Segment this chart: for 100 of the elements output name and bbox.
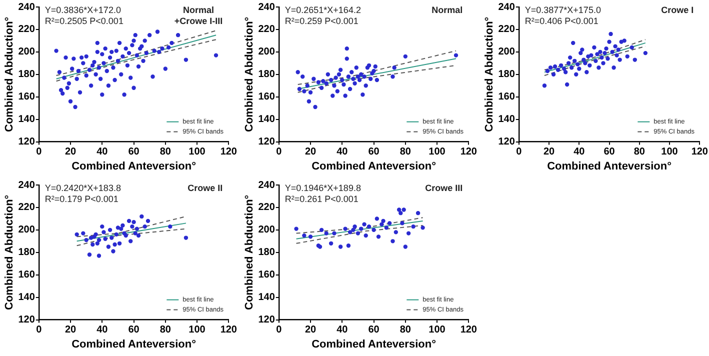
x-tick-label: 0 xyxy=(36,324,42,336)
point xyxy=(570,66,574,70)
annotation: R²=0.2505 P<0.001 xyxy=(44,16,124,26)
point xyxy=(556,68,560,72)
point xyxy=(313,104,318,110)
point xyxy=(400,221,404,226)
point xyxy=(87,252,92,257)
x-tick-label: 100 xyxy=(188,324,206,336)
point xyxy=(374,78,380,82)
y-tick-label: 220 xyxy=(18,24,36,36)
point xyxy=(574,72,578,76)
point xyxy=(551,72,556,76)
x-axis-title: Combined Anteversion° xyxy=(547,160,672,172)
point xyxy=(601,61,606,66)
point xyxy=(95,241,100,246)
point xyxy=(357,78,362,82)
x-axis-title: Combined Anteversion° xyxy=(312,338,436,350)
point xyxy=(108,228,112,232)
point xyxy=(302,233,306,238)
point xyxy=(336,72,342,76)
point xyxy=(346,244,351,248)
point xyxy=(602,50,607,56)
point xyxy=(96,254,102,258)
y-tick-label: 180 xyxy=(258,69,276,80)
point xyxy=(643,50,648,56)
point xyxy=(630,45,634,50)
y-tick-label: 120 xyxy=(18,136,36,148)
point xyxy=(344,46,349,51)
point xyxy=(324,231,328,236)
y-tick-label: 220 xyxy=(258,24,276,36)
point xyxy=(126,218,132,224)
point xyxy=(146,218,150,224)
point xyxy=(594,58,598,64)
point xyxy=(168,224,172,229)
point xyxy=(90,242,95,247)
point xyxy=(300,74,305,79)
point xyxy=(324,81,328,86)
point xyxy=(302,89,306,94)
point xyxy=(326,72,330,76)
y-axis-title: Combined Abduction° xyxy=(484,16,496,132)
point xyxy=(116,226,120,230)
x-tick-label: 20 xyxy=(64,146,77,158)
point xyxy=(352,81,357,86)
point xyxy=(396,208,402,212)
x-tick-label: 60 xyxy=(368,146,380,158)
point xyxy=(346,74,351,79)
annotation: R²=0.261 P<0.001 xyxy=(284,194,358,204)
point xyxy=(632,58,637,62)
annotation: R²=0.406 P<0.001 xyxy=(524,16,598,26)
x-axis-title: Combined Anteversion° xyxy=(72,160,196,172)
chart-title: Normal xyxy=(432,4,463,15)
point xyxy=(558,63,564,68)
point xyxy=(356,74,360,79)
x-tick-label: 20 xyxy=(64,324,77,336)
point xyxy=(294,226,298,231)
y-tick-label: 160 xyxy=(18,270,36,281)
point xyxy=(568,55,572,60)
point xyxy=(102,230,106,234)
annotation: Y=0.3877*X+175.0 xyxy=(524,4,601,15)
y-tick-label: 140 xyxy=(258,292,276,304)
point xyxy=(74,232,79,237)
point xyxy=(598,50,602,54)
point xyxy=(110,236,114,240)
point xyxy=(583,61,588,66)
point xyxy=(604,46,608,51)
y-tick-label: 180 xyxy=(498,69,516,80)
x-tick-label: 0 xyxy=(276,324,282,336)
point xyxy=(576,62,580,66)
point xyxy=(297,86,302,92)
point xyxy=(343,94,348,98)
y-tick-label: 200 xyxy=(498,46,516,58)
y-axis-title: Combined Abduction° xyxy=(4,16,16,132)
point xyxy=(348,230,352,234)
point xyxy=(600,55,604,60)
point xyxy=(578,50,583,56)
x-tick-label: 120 xyxy=(220,324,238,336)
point xyxy=(96,238,102,242)
point xyxy=(607,40,612,44)
point xyxy=(84,238,88,242)
point xyxy=(416,210,420,216)
point xyxy=(312,76,316,81)
y-tick-label: 240 xyxy=(18,180,36,191)
x-tick-label: 100 xyxy=(661,146,678,158)
point xyxy=(142,224,147,229)
point xyxy=(616,48,620,52)
point xyxy=(366,224,372,229)
x-tick-label: 80 xyxy=(400,146,412,158)
point xyxy=(352,224,357,229)
point xyxy=(562,66,566,71)
point xyxy=(140,214,144,219)
point xyxy=(94,232,98,237)
y-tick-label: 220 xyxy=(18,202,36,214)
chart-title: Crowe I xyxy=(661,4,694,15)
point xyxy=(606,56,610,61)
point xyxy=(406,231,411,236)
x-tick-label: 60 xyxy=(368,324,380,336)
point xyxy=(394,230,398,234)
point xyxy=(362,74,366,79)
point xyxy=(625,54,630,59)
point xyxy=(305,84,310,88)
